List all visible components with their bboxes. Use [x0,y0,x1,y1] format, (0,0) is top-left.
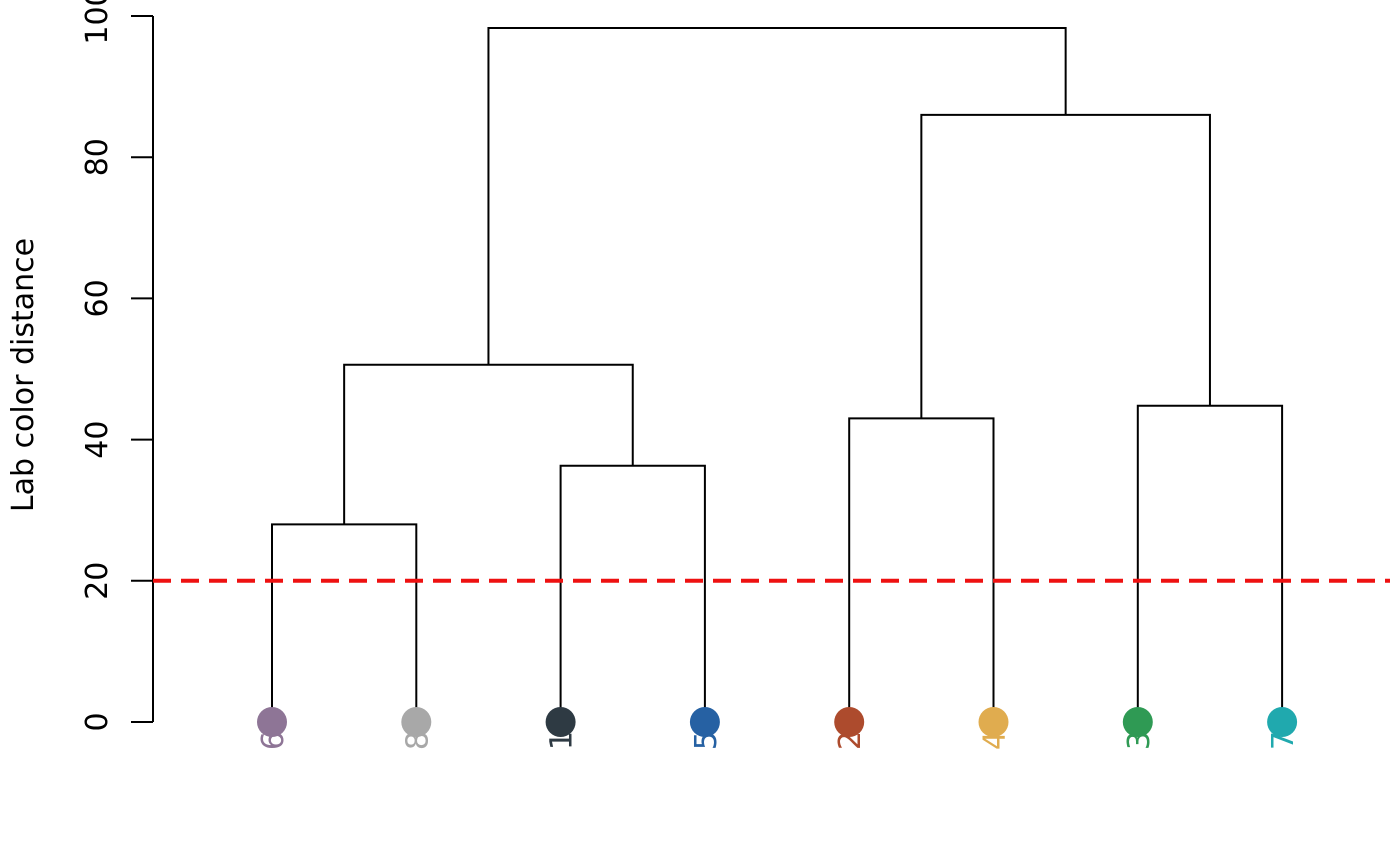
leaf-marker [978,707,1009,737]
leaf-label: 7 [1266,731,1301,750]
dendrogram-branch [487,27,1067,365]
leaf-marker [257,707,287,737]
y-axis-label: Lab color distance [6,238,41,512]
dendrogram-branches [271,27,1284,722]
leaf-label: 3 [1122,731,1157,750]
y-axis: 0 20 40 60 80 100 [80,0,154,732]
dendrogram-branch [559,464,706,722]
leaf-marker [1122,707,1153,737]
leaf-label: 6 [256,731,291,750]
dendrogram-branch [848,417,995,722]
y-tick-label: 80 [80,138,115,176]
y-tick-label: 60 [80,279,115,317]
leaf-marker [545,707,576,737]
leaf-marker [689,707,720,737]
dendrogram-branch [343,363,634,525]
leaf-label: 2 [833,731,868,750]
leaf-marker [1267,707,1298,737]
y-tick-label: 0 [80,712,115,731]
y-tick-label: 20 [80,562,115,600]
leaf-marker [834,707,865,737]
dendrogram-branch [271,523,418,722]
leaf-label: 4 [978,731,1013,750]
y-tick-label: 40 [80,421,115,459]
dendrogram-branch [1136,404,1284,722]
dendrogram-branch [920,113,1211,419]
leaf-label: 5 [689,731,724,750]
leaf-label: 1 [545,731,580,750]
leaf-label: 8 [400,731,435,750]
y-tick-label: 100 [80,0,115,45]
leaf-marker [401,707,432,737]
leaf-markers: 6 8 1 5 2 4 3 7 [256,707,1301,750]
